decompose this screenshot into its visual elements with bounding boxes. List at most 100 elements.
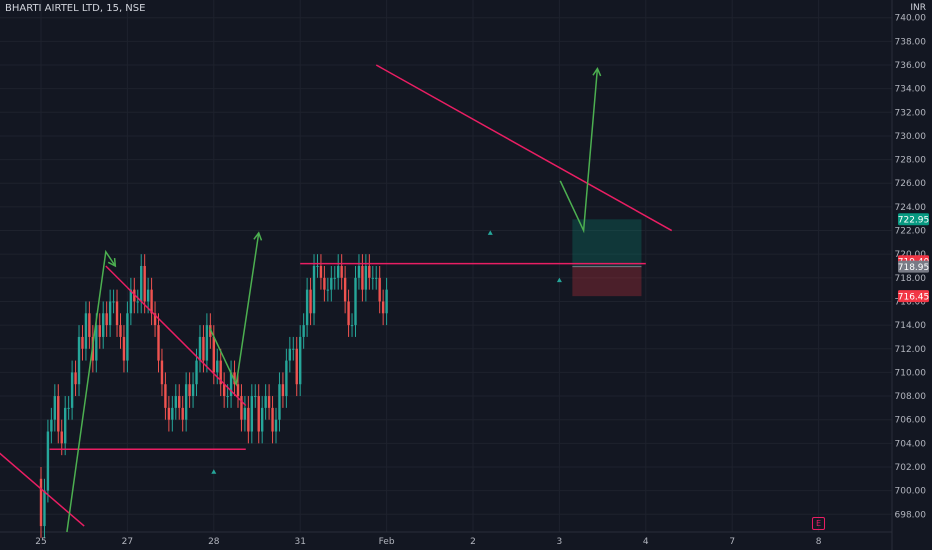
x-tick-label: 27: [122, 537, 133, 547]
candle: [43, 478, 46, 538]
projection-path: [208, 232, 260, 387]
candle-body: [153, 313, 157, 326]
candle: [292, 336, 295, 361]
candle-body: [178, 396, 181, 408]
candle-body: [299, 336, 302, 385]
candle-body: [74, 372, 77, 385]
candle-body: [264, 396, 267, 408]
candle: [323, 266, 326, 302]
candle: [57, 384, 60, 444]
y-tick-label: 718.00: [895, 274, 927, 284]
candle-body: [302, 325, 305, 337]
candle: [191, 372, 195, 408]
candle: [264, 384, 267, 420]
candle-body: [285, 360, 288, 397]
y-tick-label: 734.00: [895, 85, 927, 95]
candle-body: [43, 490, 46, 527]
candle-body: [247, 407, 250, 432]
candle: [302, 313, 305, 349]
candle: [257, 384, 260, 444]
candle: [354, 266, 357, 337]
candle-body: [81, 336, 84, 349]
candle-body: [278, 384, 281, 420]
projections: [66, 67, 602, 533]
candle: [160, 348, 164, 397]
y-tick-label: 704.00: [895, 439, 927, 449]
candle: [129, 277, 133, 326]
x-tick-label: 4: [643, 537, 649, 547]
candle: [267, 384, 271, 420]
candle-body: [102, 313, 105, 337]
y-tick-label: 708.00: [895, 392, 927, 402]
candle: [112, 289, 115, 314]
candle-body: [337, 266, 340, 278]
candle-body: [288, 348, 292, 361]
candle-body: [63, 407, 67, 444]
candle: [285, 348, 288, 408]
candle: [240, 384, 243, 432]
candle: [174, 384, 177, 420]
candle: [278, 372, 281, 432]
candle: [309, 277, 312, 326]
candle: [247, 396, 250, 444]
projection-arrowhead: [592, 67, 602, 77]
candle-body: [171, 407, 174, 420]
candle-body: [333, 277, 336, 279]
candle: [250, 384, 254, 444]
x-tick-label: 2: [470, 537, 476, 547]
candle-body: [323, 277, 326, 290]
candle-body: [115, 301, 119, 326]
candle-body: [195, 360, 198, 385]
candle-body: [229, 372, 233, 397]
candle: [299, 325, 302, 397]
candle-body: [385, 289, 388, 314]
candle-body: [354, 277, 357, 326]
candle: [153, 301, 157, 337]
candle-body: [129, 289, 133, 314]
candle: [281, 372, 285, 408]
candle: [229, 360, 233, 408]
y-tick-label: 720.00: [895, 250, 927, 260]
price-badge-label: 716.45: [898, 292, 930, 302]
candle: [357, 254, 361, 290]
y-tick-label: 740.00: [895, 14, 927, 24]
candle: [81, 325, 84, 361]
price-badge-stop: [898, 290, 929, 303]
candle: [70, 360, 74, 420]
candle: [178, 384, 181, 420]
candle-body: [267, 396, 271, 408]
y-tick-label: 706.00: [895, 416, 927, 426]
candle: [150, 277, 153, 326]
candle: [288, 336, 292, 373]
candle-body: [343, 277, 347, 302]
candle: [184, 372, 188, 432]
candle-body: [181, 407, 184, 420]
y-tick-label: 712.00: [895, 345, 927, 355]
candle-body: [77, 336, 81, 385]
candle-body: [378, 277, 381, 302]
candle-body: [122, 336, 126, 361]
candle: [375, 266, 378, 290]
y-tick-label: 728.00: [895, 156, 927, 166]
candle: [312, 254, 316, 326]
price-badge-label: 718.95: [898, 263, 930, 273]
y-tick-label: 726.00: [895, 179, 927, 189]
buy-marker-icon: [556, 277, 562, 283]
candle: [63, 396, 67, 456]
candle-body: [119, 325, 122, 337]
y-tick-label: 736.00: [895, 61, 927, 71]
candle-body: [191, 384, 195, 397]
candle-body: [174, 396, 177, 408]
candle-body: [112, 301, 115, 303]
trendline: [105, 265, 247, 407]
event-badge[interactable]: E: [812, 517, 825, 530]
candle: [222, 372, 226, 408]
candle: [136, 289, 139, 314]
candle: [39, 466, 43, 538]
candle: [122, 325, 126, 373]
y-tick-label: 724.00: [895, 203, 927, 213]
y-tick-label: 738.00: [895, 37, 927, 47]
